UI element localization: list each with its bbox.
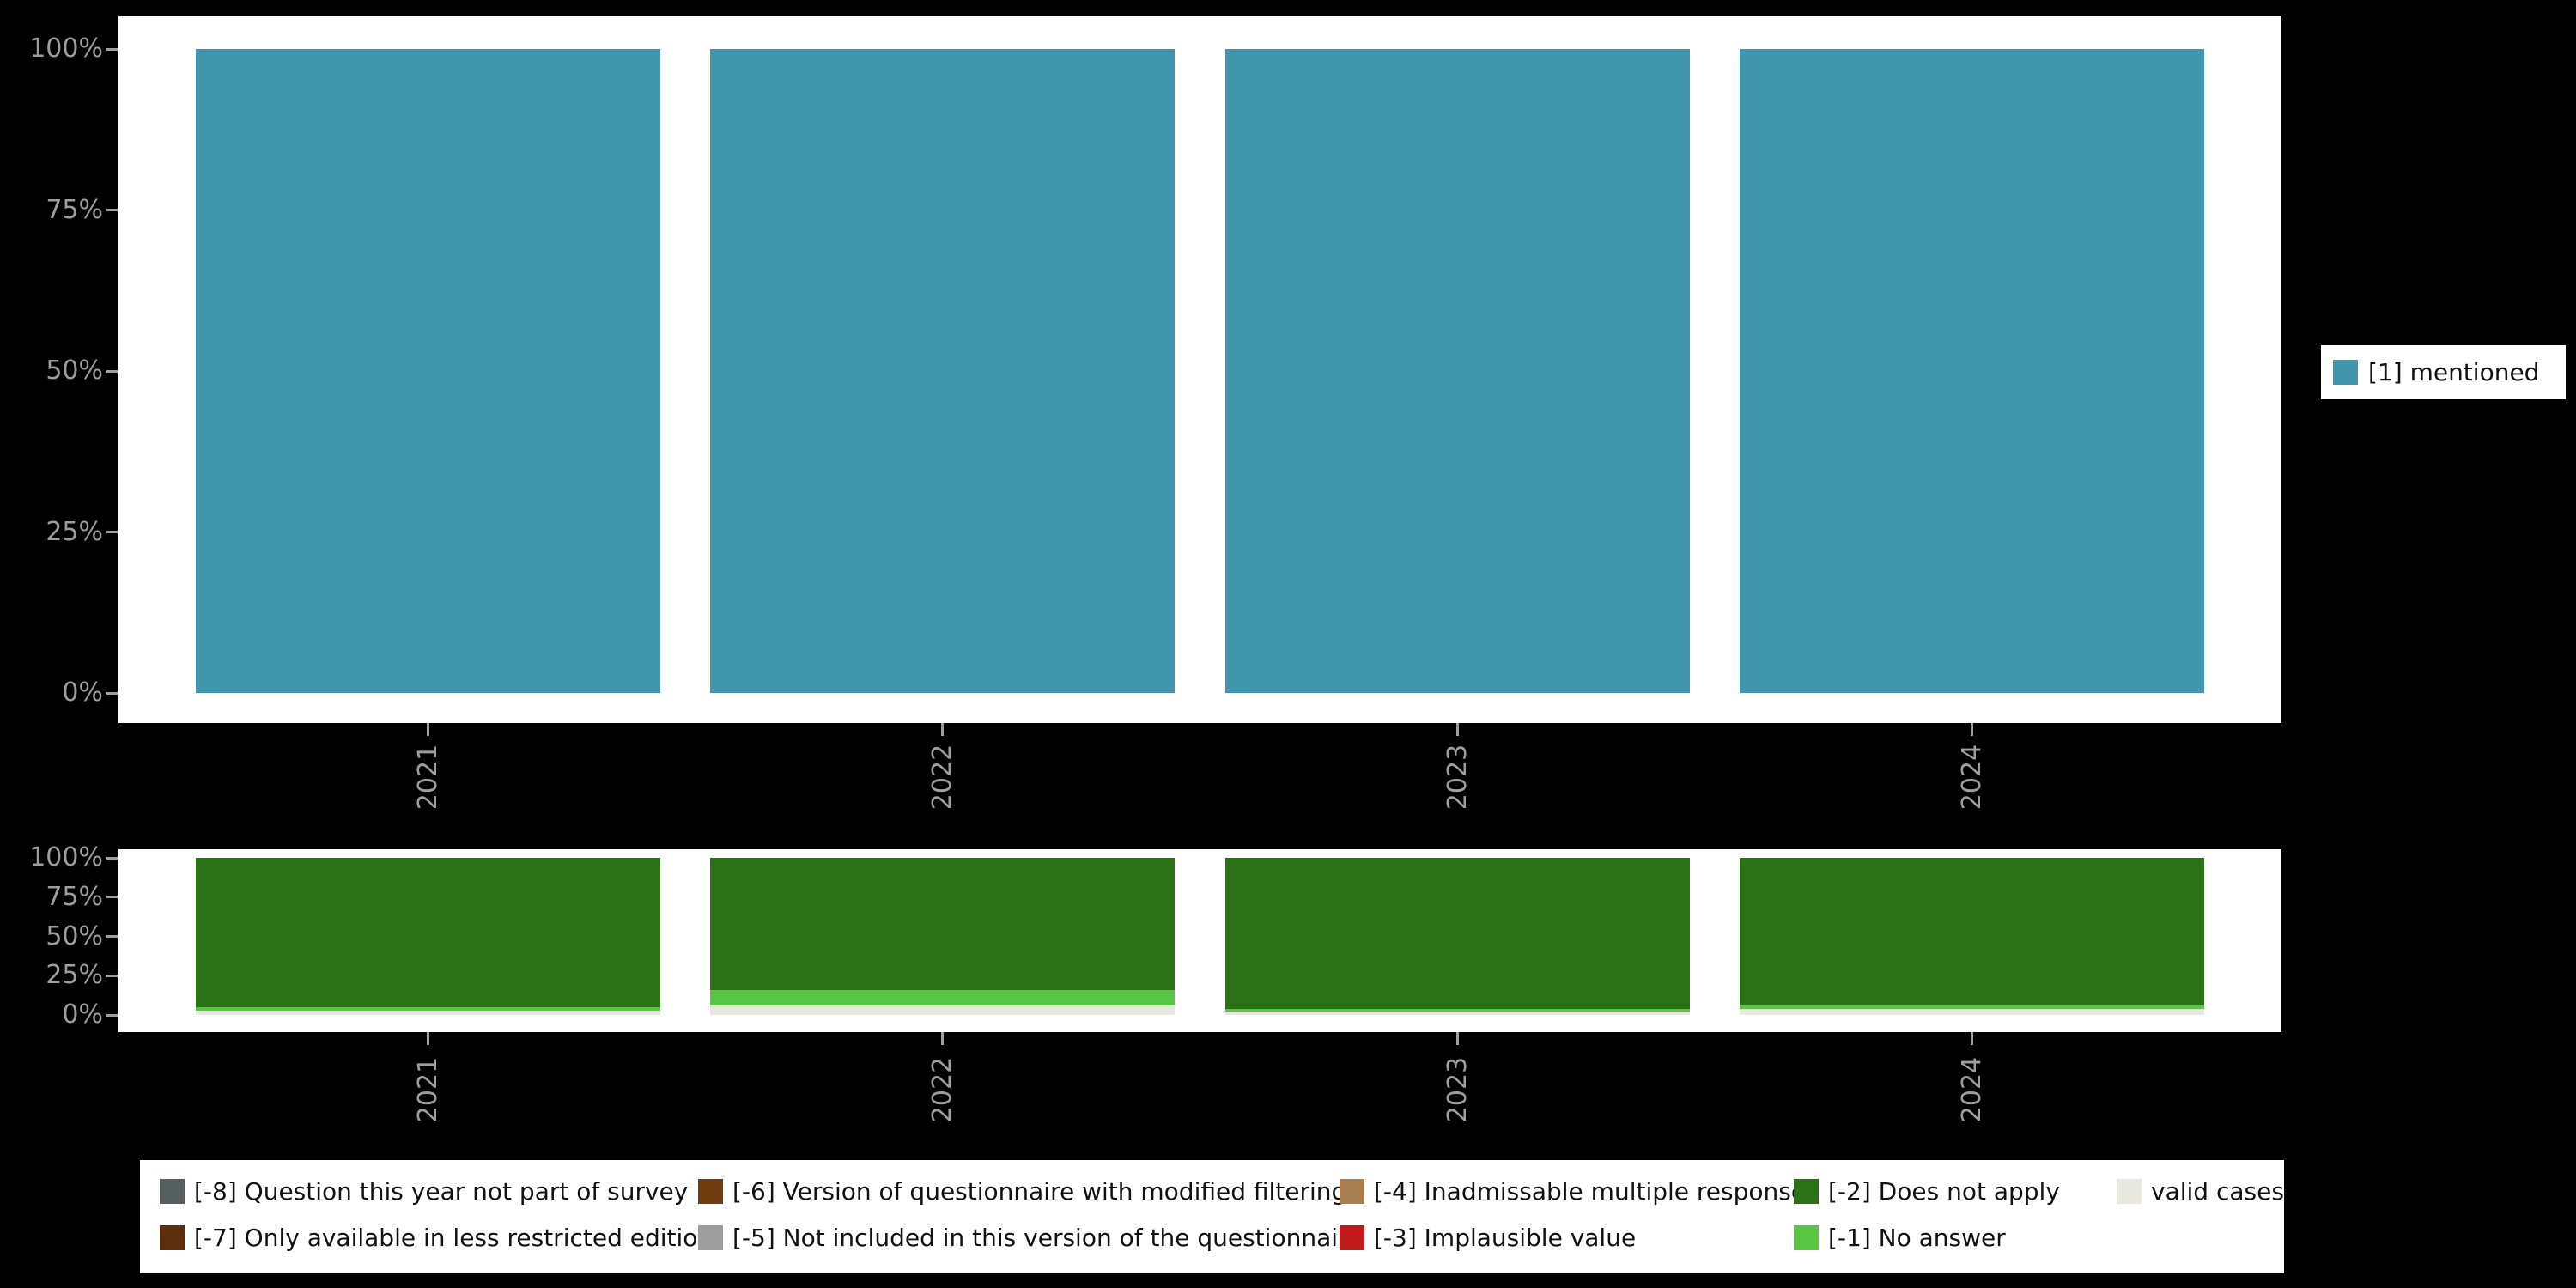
- bar-2024-valid-cases: [1740, 1008, 2204, 1015]
- y-axis-label: 50%: [46, 920, 103, 951]
- y-axis-label: 50%: [46, 355, 103, 386]
- y-axis-tick: [106, 209, 118, 211]
- y-axis-label: 75%: [46, 881, 103, 912]
- legend-item-label: [-5] Not included in this version of the…: [732, 1223, 1363, 1252]
- legend-right-label: [1] mentioned: [2368, 358, 2540, 386]
- legend-item-label: [-8] Question this year not part of surv…: [194, 1176, 689, 1206]
- legend-item-label: [-2] Does not apply: [1828, 1176, 2060, 1206]
- y-axis-label: 0%: [62, 677, 103, 708]
- x-axis-tick: [1456, 1032, 1459, 1045]
- bar-2024-1-no-answer: [1740, 1005, 2204, 1009]
- y-axis-tick: [106, 1013, 118, 1017]
- mentioned-swatch-icon: [2333, 360, 2358, 385]
- x-axis-tick: [427, 1032, 429, 1045]
- y-axis-label: 25%: [46, 960, 103, 991]
- y-axis-tick: [106, 531, 118, 533]
- y-axis-tick: [106, 935, 118, 938]
- legend-swatch-icon: [698, 1224, 723, 1250]
- x-axis-tick: [941, 1032, 944, 1045]
- x-axis-label: 2024: [1956, 1056, 1987, 1123]
- legend-item-5-not-included-in-this-version-of-the-questionnaire: [-5] Not included in this version of the…: [698, 1223, 1363, 1252]
- legend-swatch-icon: [1794, 1224, 1819, 1250]
- legend-item-8-question-this-year-not-part-of-survey: [-8] Question this year not part of surv…: [160, 1176, 689, 1206]
- legend-item-label: [-1] No answer: [1828, 1223, 2006, 1252]
- y-axis-tick: [106, 691, 118, 695]
- legend-item-label: [-3] Implausible value: [1374, 1223, 1637, 1252]
- legend-item-4-inadmissable-multiple-response: [-4] Inadmissable multiple response: [1340, 1176, 1807, 1206]
- legend-swatch-icon: [160, 1178, 185, 1204]
- legend-item-label: valid cases: [2151, 1176, 2284, 1206]
- bar-2022-2-does-not-apply: [710, 858, 1175, 990]
- legend-item-valid-cases: valid cases: [2117, 1176, 2284, 1206]
- bar-2023-2-does-not-apply: [1225, 858, 1690, 1009]
- x-axis-tick: [941, 723, 944, 736]
- bar-2024-1-mentioned: [1740, 49, 2204, 693]
- legend-swatch-icon: [1340, 1224, 1364, 1250]
- legend-item-label: [-6] Version of questionnaire with modif…: [732, 1176, 1347, 1206]
- legend-swatch-icon: [1794, 1178, 1819, 1204]
- x-axis-tick: [1971, 1032, 1973, 1045]
- y-axis-label: 75%: [46, 194, 103, 225]
- legend-swatch-icon: [160, 1224, 185, 1250]
- y-axis-tick: [106, 856, 118, 860]
- x-axis-tick: [427, 723, 429, 736]
- legend-item-7-only-available-in-less-restricted-edition: [-7] Only available in less restricted e…: [160, 1223, 714, 1252]
- x-axis-label: 2021: [412, 744, 443, 811]
- bar-2023-1-no-answer: [1225, 1008, 1690, 1012]
- bar-2021-1-no-answer: [196, 1006, 660, 1011]
- x-axis-label: 2023: [1442, 744, 1473, 811]
- x-axis-label: 2022: [927, 744, 957, 811]
- bar-2022-1-mentioned: [710, 49, 1175, 693]
- y-axis-label: 25%: [46, 516, 103, 547]
- bar-2021-valid-cases: [196, 1010, 660, 1015]
- y-axis-tick: [106, 974, 118, 977]
- legend-swatch-icon: [698, 1178, 723, 1204]
- bar-2023-1-mentioned: [1225, 49, 1690, 693]
- x-axis-label: 2022: [927, 1056, 957, 1123]
- legend-item-3-implausible-value: [-3] Implausible value: [1340, 1223, 1637, 1252]
- y-axis-tick: [106, 369, 118, 373]
- bar-2022-valid-cases: [710, 1005, 1175, 1015]
- legend-item-label: [-7] Only available in less restricted e…: [194, 1223, 714, 1252]
- legend-item-label: [-4] Inadmissable multiple response: [1374, 1176, 1807, 1206]
- legend-swatch-icon: [2117, 1178, 2142, 1204]
- y-axis-tick: [106, 896, 118, 899]
- legend-swatch-icon: [1340, 1178, 1364, 1204]
- legend-item-1-no-answer: [-1] No answer: [1794, 1223, 2006, 1252]
- x-axis-tick: [1456, 723, 1459, 736]
- x-axis-label: 2021: [412, 1056, 443, 1123]
- y-axis-tick: [106, 47, 118, 51]
- legend-item-6-version-of-questionnaire-with-modified-filtering: [-6] Version of questionnaire with modif…: [698, 1176, 1347, 1206]
- x-axis-tick: [1971, 723, 1973, 736]
- legend-right: [1] mentioned: [2321, 345, 2566, 399]
- legend-item-2-does-not-apply: [-2] Does not apply: [1794, 1176, 2060, 1206]
- x-axis-label: 2023: [1442, 1056, 1473, 1123]
- y-axis-label: 0%: [62, 999, 103, 1030]
- bar-2021-1-mentioned: [196, 49, 660, 693]
- y-axis-label: 100%: [29, 842, 103, 872]
- bar-2024-2-does-not-apply: [1740, 858, 2204, 1006]
- legend-bottom: [-8] Question this year not part of surv…: [140, 1160, 2284, 1273]
- y-axis-label: 100%: [29, 33, 103, 64]
- bar-2021-2-does-not-apply: [196, 858, 660, 1007]
- bar-2023-valid-cases: [1225, 1012, 1690, 1015]
- bar-2022-1-no-answer: [710, 989, 1175, 1006]
- x-axis-label: 2024: [1956, 744, 1987, 811]
